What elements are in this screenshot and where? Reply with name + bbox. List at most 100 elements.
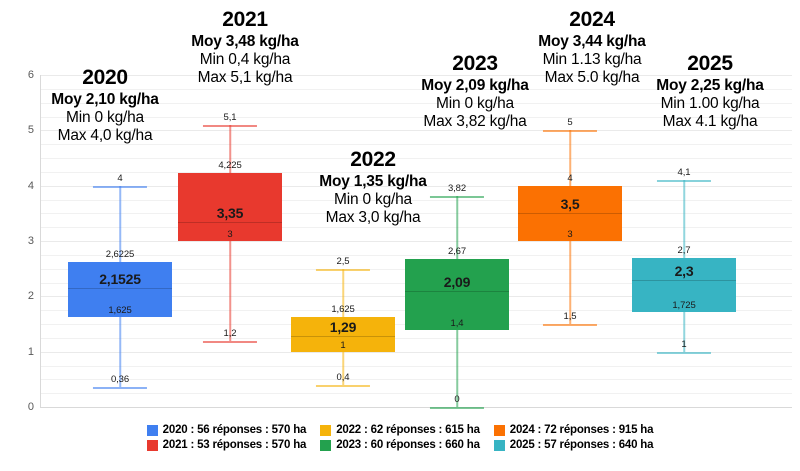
label-max: 4,1 — [677, 167, 691, 179]
gridline-minor — [40, 199, 792, 201]
median-line — [405, 291, 509, 293]
series-layer: 4 2,6225 2,1525 1,625 0,36 5,1 4,225 3,35 3 1,2 2,… — [40, 75, 792, 409]
boxplot-series-2025[interactable]: 4,1 2,7 2,3 1,725 1 — [40, 75, 792, 407]
annotation-mean: Moy 3,44 kg/ha — [538, 32, 646, 50]
whisker-lower — [456, 329, 458, 407]
label-min: 1 — [681, 338, 687, 350]
annotation-year: 2022 — [350, 148, 396, 171]
legend-swatch-icon — [320, 424, 332, 436]
whisker-lower — [342, 351, 344, 385]
cap-max — [202, 124, 258, 127]
label-median: 3,35 — [216, 204, 244, 221]
median-line — [518, 213, 622, 215]
legend-item-2023[interactable]: 2023 : 60 réponses : 660 ha — [320, 439, 480, 451]
gridline-minor — [40, 379, 792, 381]
legend-item-2020[interactable]: 2020 : 56 réponses : 570 ha — [146, 424, 306, 436]
legend-item-2021[interactable]: 2021 : 53 réponses : 570 ha — [146, 439, 306, 451]
boxplot-series-2021[interactable]: 5,1 4,225 3,35 3 1,2 — [40, 75, 792, 407]
label-q3: 1,625 — [331, 304, 355, 316]
boxplot-series-2023[interactable]: 3,82 2,67 2,09 1,4 0 — [40, 75, 792, 409]
box-iqr[interactable] — [291, 317, 395, 352]
label-max: 2,5 — [336, 255, 350, 267]
label-median: 2,3 — [674, 262, 694, 279]
legend-label: 2023 : 60 réponses : 660 ha — [336, 439, 480, 451]
legend-label: 2022 : 62 réponses : 615 ha — [336, 424, 480, 436]
annotation-max: Max 5,1 kg/ha — [197, 69, 293, 87]
legend-swatch-icon — [493, 439, 505, 451]
box-iqr[interactable] — [68, 261, 172, 318]
label-min: 0,36 — [110, 374, 130, 386]
annotation-mean: Moy 1,35 kg/ha — [319, 172, 427, 190]
label-q1: 1,725 — [672, 299, 696, 311]
cap-max — [542, 130, 598, 133]
legend-swatch-icon — [320, 439, 332, 451]
legend-item-2024[interactable]: 2024 : 72 réponses : 915 ha — [493, 424, 654, 436]
cap-min — [429, 407, 485, 409]
boxplot-series-2024[interactable]: 5 4 3,5 3 1,5 — [40, 75, 792, 407]
annotation-2023: 2023 Moy 2,09 kg/ha Min 0 kg/ha Max 3,82 kg… — [380, 52, 570, 132]
gridline-minor — [40, 102, 792, 104]
gridline-major — [40, 75, 792, 76]
label-median: 2,09 — [443, 274, 471, 291]
cap-min — [315, 384, 371, 387]
label-min: 1,2 — [223, 327, 237, 339]
y-axis-tick-label: 4 — [27, 179, 34, 192]
label-q1: 1 — [340, 339, 346, 351]
box-iqr[interactable] — [632, 257, 736, 312]
annotation-2021: 2021 Moy 3,48 kg/ha Min 0,4 kg/ha Max 5,1 k… — [150, 8, 340, 88]
gridline-major — [40, 407, 792, 408]
box-iqr[interactable] — [518, 185, 622, 241]
gridline-minor — [40, 171, 792, 173]
y-axis-tick-label: 2 — [27, 290, 34, 303]
y-axis-tick-label: 0 — [27, 401, 34, 413]
label-q3: 4 — [567, 172, 573, 184]
label-max: 4 — [117, 172, 123, 184]
annotation-min: Min 0 kg/ha — [334, 191, 412, 209]
label-max: 5,1 — [223, 111, 237, 123]
legend-swatch-icon — [146, 424, 158, 436]
cap-max — [656, 180, 712, 183]
gridline-minor — [40, 144, 792, 146]
label-min: 0,4 — [336, 371, 350, 383]
label-q1: 3 — [227, 229, 233, 240]
annotation-year: 2023 — [452, 52, 498, 75]
box-iqr[interactable] — [178, 173, 282, 241]
box-iqr[interactable] — [405, 259, 509, 330]
boxplot-series-2022[interactable]: 2,5 1,625 1,29 1 0,4 — [40, 75, 792, 407]
whisker-upper — [569, 130, 571, 186]
gridline-minor — [40, 365, 792, 367]
label-q3: 2,67 — [447, 246, 467, 258]
legend-label: 2025 : 57 réponses : 640 ha — [509, 439, 654, 451]
legend-item-2022[interactable]: 2022 : 62 réponses : 615 ha — [320, 424, 480, 436]
annotation-mean: Moy 2,25 kg/ha — [656, 76, 764, 94]
annotation-max: Max 4.1 kg/ha — [662, 113, 758, 131]
annotation-year: 2020 — [82, 66, 128, 89]
gridline-major — [40, 185, 792, 187]
chart-legend: 2020 : 56 réponses : 570 ha 2022 : 62 rép… — [0, 424, 800, 451]
legend-item-2025[interactable]: 2025 : 57 réponses : 640 ha — [493, 439, 654, 451]
legend-row: 2021 : 53 réponses : 570 ha 2023 : 60 rép… — [146, 439, 654, 451]
annotation-min: Min 0 kg/ha — [436, 95, 514, 113]
label-max: 5 — [567, 117, 573, 129]
annotation-year: 2025 — [687, 52, 733, 75]
gridline-minor — [40, 337, 792, 339]
boxplot-series-2020[interactable]: 4 2,6225 2,1525 1,625 0,36 — [40, 75, 792, 407]
gridline-minor — [40, 254, 792, 256]
y-axis-ticks: 0 1 2 3 4 5 6 — [0, 69, 800, 413]
label-min: 1,5 — [563, 311, 577, 322]
annotation-min: Min 1.00 kg/ha — [660, 95, 760, 113]
annotation-mean: Moy 2,09 kg/ha — [421, 76, 529, 94]
label-max: 3,82 — [447, 182, 467, 194]
annotation-min: Min 1.13 kg/ha — [542, 51, 642, 69]
label-q1: 1,4 — [450, 317, 464, 329]
annotation-year: 2024 — [569, 8, 615, 31]
annotation-year: 2021 — [222, 8, 268, 31]
cap-max — [429, 195, 485, 198]
label-q3: 2,7 — [677, 244, 691, 256]
annotation-mean: Moy 2,10 kg/ha — [51, 90, 159, 108]
cap-max — [92, 185, 148, 188]
y-axis-tick-label: 3 — [27, 235, 34, 247]
cap-min — [542, 324, 598, 326]
median-line — [68, 287, 172, 289]
annotation-mean: Moy 3,48 kg/ha — [191, 32, 299, 50]
